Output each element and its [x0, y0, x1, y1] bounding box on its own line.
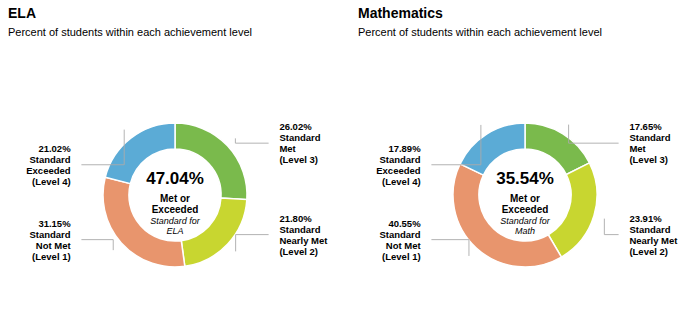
- slices: [453, 123, 597, 267]
- category-label: (Level 2): [279, 246, 318, 257]
- category-label: Not Met: [36, 240, 72, 251]
- data-label: 40.55%StandardNot Met(Level 1): [379, 218, 421, 262]
- leader-line: [81, 130, 124, 165]
- annotation-line: ELA: [166, 226, 183, 236]
- category-label: Standard: [379, 154, 420, 165]
- chart-panel: ELA Percent of students within each achie…: [8, 5, 328, 267]
- center-annotation: 47.04%: [146, 169, 204, 188]
- value-label: 31.15%: [38, 218, 71, 229]
- category-label: Nearly Met: [629, 235, 678, 246]
- value-label: 21.80%: [279, 213, 312, 224]
- category-label: Exceeded: [26, 165, 71, 176]
- category-label: Standard: [279, 132, 320, 143]
- slice: [525, 123, 589, 174]
- slice: [460, 123, 525, 175]
- leader-line: [604, 219, 618, 235]
- annotation-line: 35.54%: [496, 169, 554, 188]
- category-label: (Level 1): [32, 251, 71, 262]
- category-label: Exceeded: [376, 165, 421, 176]
- category-label: (Level 4): [382, 176, 421, 187]
- annotation-line: 47.04%: [146, 169, 204, 188]
- slice: [175, 123, 247, 200]
- category-label: Nearly Met: [279, 235, 328, 246]
- center-annotation: 35.54%: [496, 169, 554, 188]
- value-label: 23.91%: [629, 213, 662, 224]
- data-label: 31.15%StandardNot Met(Level 1): [29, 218, 71, 262]
- annotation-line: Met or: [160, 193, 190, 204]
- center-annotation: Standard forMath: [500, 216, 551, 236]
- value-label: 26.02%: [279, 121, 312, 132]
- value-label: 21.02%: [38, 143, 71, 154]
- center-annotation: Met orExceeded: [502, 193, 549, 215]
- annotation-line: Standard for: [500, 216, 551, 226]
- category-label: Standard: [629, 132, 670, 143]
- category-label: (Level 1): [382, 251, 421, 262]
- slice: [548, 163, 597, 257]
- leader-line: [431, 125, 480, 165]
- data-label: 17.65%StandardMet(Level 3): [629, 121, 670, 165]
- category-label: Met: [279, 143, 296, 154]
- data-label: 21.80%StandardNearly Met(Level 2): [279, 213, 328, 257]
- category-label: (Level 3): [629, 154, 668, 165]
- category-label: Not Met: [386, 240, 422, 251]
- donut: 17.65%StandardMet(Level 3)23.91%Standard…: [376, 121, 678, 267]
- category-label: Met: [629, 143, 646, 154]
- annotation-line: Exceeded: [502, 204, 549, 215]
- category-label: Standard: [29, 154, 70, 165]
- annotation-line: Exceeded: [152, 204, 199, 215]
- leader-line: [81, 240, 113, 251]
- data-label: 21.02%StandardExceeded(Level 4): [26, 143, 71, 187]
- leader-line: [431, 240, 469, 256]
- donut: 26.02%StandardMet(Level 3)21.80%Standard…: [26, 121, 328, 267]
- data-label: 26.02%StandardMet(Level 3): [279, 121, 320, 165]
- annotation-line: Math: [515, 226, 535, 236]
- category-label: (Level 3): [279, 154, 318, 165]
- title: Mathematics: [358, 5, 443, 21]
- annotation-line: Standard for: [150, 216, 201, 226]
- category-label: (Level 2): [629, 246, 668, 257]
- center-annotation: Standard forELA: [150, 216, 201, 236]
- annotation-line: Met or: [510, 193, 540, 204]
- subtitle: Percent of students within each achievem…: [358, 26, 602, 38]
- title: ELA: [8, 5, 36, 21]
- category-label: Standard: [629, 224, 670, 235]
- chart-panel: Mathematics Percent of students within ea…: [358, 5, 678, 267]
- value-label: 40.55%: [388, 218, 421, 229]
- figure: ELA Percent of students within each achie…: [0, 0, 700, 335]
- subtitle: Percent of students within each achievem…: [8, 26, 252, 38]
- data-label: 23.91%StandardNearly Met(Level 2): [629, 213, 678, 257]
- leader-line: [569, 125, 619, 144]
- category-label: Standard: [379, 229, 420, 240]
- data-label: 17.89%StandardExceeded(Level 4): [376, 143, 421, 187]
- leader-line: [235, 138, 268, 143]
- value-label: 17.89%: [388, 143, 421, 154]
- category-label: Standard: [29, 229, 70, 240]
- category-label: Standard: [279, 224, 320, 235]
- category-label: (Level 4): [32, 176, 71, 187]
- value-label: 17.65%: [629, 121, 662, 132]
- leader-line: [236, 235, 269, 252]
- center-annotation: Met orExceeded: [152, 193, 199, 215]
